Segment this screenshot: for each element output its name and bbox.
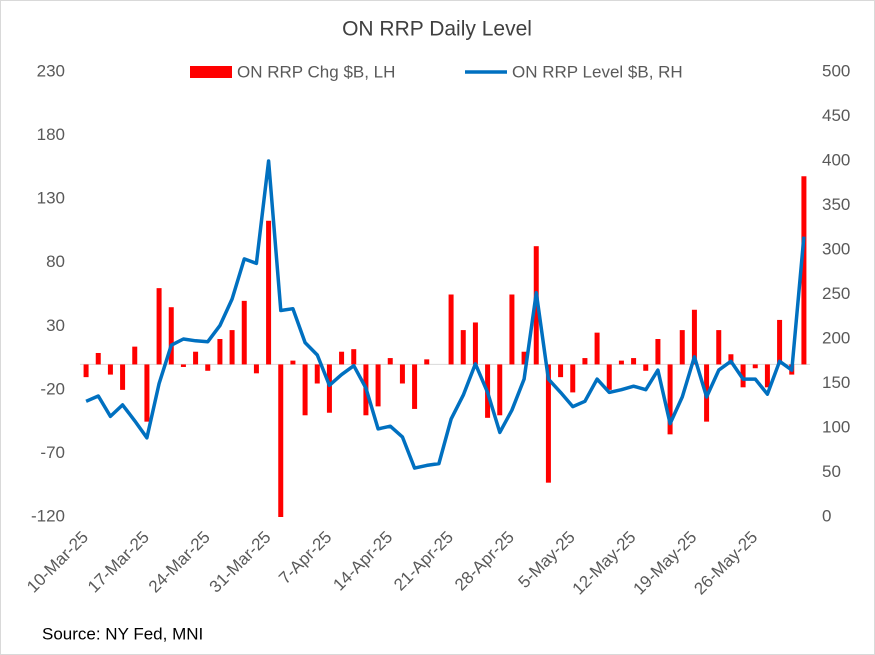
bar [728,354,734,365]
y-tick-label: 30 [46,316,65,335]
y-tick-label: 130 [37,189,65,208]
chart-title: ON RRP Daily Level [342,18,532,41]
bar [631,358,637,365]
y-tick-label: 230 [37,61,65,80]
bar [278,364,284,517]
bar [460,330,466,365]
bar [679,330,685,365]
bar [667,364,673,435]
bar [716,330,722,365]
y2-tick-label: 100 [822,417,850,436]
bar [83,364,89,378]
bar [570,364,576,393]
bar [107,364,113,375]
bar [168,307,174,365]
bar [132,346,138,365]
y2-tick-label: 350 [822,195,850,214]
y2-tick-label: 400 [822,150,850,169]
bar [752,364,758,369]
y2-tick-label: 50 [822,462,841,481]
source: Source: NY Fed, MNI [42,624,203,643]
bar [521,351,527,365]
bar [95,352,101,365]
bar [253,364,259,374]
y-tick-label: -70 [40,443,65,462]
bar [290,360,296,365]
bar [193,351,199,365]
y2-tick-label: 200 [822,328,850,347]
bar [144,364,150,422]
bar [266,220,272,365]
bar [643,364,649,371]
bar [314,364,320,384]
y2-tick-label: 250 [822,284,850,303]
bar [424,359,430,365]
bar [448,294,454,365]
bar [375,364,381,407]
y-tick-label: -20 [40,379,65,398]
bar [387,358,393,365]
bar [217,339,223,365]
bar [655,339,661,365]
bar [558,364,564,378]
bar [606,364,612,390]
bar [594,332,600,365]
y2-tick-label: 500 [822,61,850,80]
bar [740,364,746,388]
y2-tick-label: 0 [822,506,831,525]
bar [229,330,235,365]
y-tick-label: -120 [31,506,65,525]
bar [509,294,515,365]
bar [241,300,247,365]
bar [120,364,126,390]
bar [545,364,551,483]
bar [497,364,503,416]
bar [399,364,405,384]
bar [302,364,308,416]
bar [764,364,770,388]
y2-tick-label: 450 [822,106,850,125]
bar [582,358,588,365]
legend-label: ON RRP Level $B, RH [512,62,683,81]
legend-label: ON RRP Chg $B, LH [237,62,395,81]
y-tick-label: 80 [46,252,65,271]
line [85,159,806,470]
y2-tick-label: 150 [822,373,850,392]
bar [205,364,211,371]
bar [326,364,332,413]
y-tick-label: 180 [37,125,65,144]
bar [351,349,357,365]
bar [180,364,186,367]
bar [801,176,807,365]
bar [412,364,418,409]
legend-swatch [190,66,232,78]
bar [156,288,162,365]
bar [618,360,624,365]
bar [777,319,783,365]
bar [691,309,697,365]
y2-tick-label: 300 [822,239,850,258]
bar [472,322,478,365]
bar [339,351,345,365]
